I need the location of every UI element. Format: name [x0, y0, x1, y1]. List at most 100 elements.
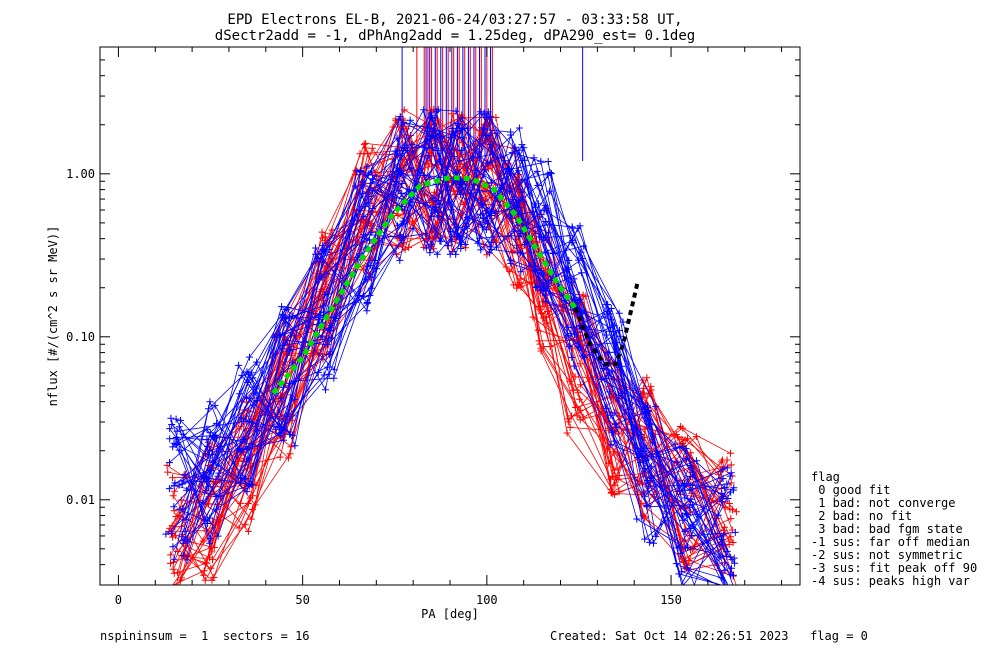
data-point — [203, 474, 211, 482]
data-point — [278, 303, 286, 311]
data-point — [487, 245, 495, 253]
legend-item: 0 good fit — [811, 483, 890, 497]
data-point — [607, 475, 615, 483]
data-point — [330, 374, 338, 382]
data-point — [517, 275, 525, 283]
data-point — [611, 409, 619, 417]
data-point — [615, 309, 623, 317]
data-point — [287, 332, 295, 340]
legend-item: -2 sus: not symmetric — [811, 548, 963, 562]
data-point — [286, 346, 294, 354]
data-point — [363, 163, 371, 171]
data-point — [169, 492, 177, 500]
data-point — [248, 505, 256, 513]
data-point — [643, 503, 651, 511]
data-point — [427, 114, 435, 122]
data-point — [727, 488, 735, 496]
data-point — [727, 461, 735, 469]
data-point — [276, 453, 284, 461]
data-point — [366, 179, 374, 187]
data-point — [168, 529, 176, 537]
data-point — [448, 110, 456, 118]
data-point — [515, 210, 523, 218]
data-point — [487, 113, 495, 121]
data-point — [610, 437, 618, 445]
data-point — [566, 423, 574, 431]
data-point — [574, 256, 582, 264]
legend-item: 3 bad: bad fgm state — [811, 522, 963, 536]
data-point — [518, 176, 526, 184]
data-point — [398, 190, 406, 198]
legend-item: -1 sus: far off median — [811, 535, 970, 549]
data-point — [576, 360, 584, 368]
data-point — [326, 327, 334, 334]
data-point — [643, 374, 651, 382]
data-point — [252, 481, 260, 489]
data-point — [462, 223, 470, 231]
data-point — [406, 116, 414, 124]
data-point — [325, 245, 333, 253]
data-point — [180, 471, 188, 479]
data-point — [204, 451, 212, 459]
data-point — [480, 109, 488, 117]
data-point — [641, 535, 649, 543]
data-point — [647, 463, 655, 471]
data-point — [291, 442, 299, 450]
data-point — [167, 551, 175, 559]
data-point — [568, 353, 576, 361]
data-point — [480, 215, 488, 223]
fit-layer — [271, 174, 640, 395]
data-point — [238, 371, 246, 379]
data-point — [730, 484, 738, 492]
data-point — [544, 280, 552, 288]
data-point — [170, 569, 178, 577]
data-point — [237, 499, 245, 507]
data-point — [519, 193, 527, 201]
data-point — [328, 334, 335, 342]
data-point — [420, 106, 428, 114]
data-point — [652, 532, 660, 540]
data-point — [723, 553, 731, 560]
data-point — [457, 239, 465, 247]
data-point — [687, 472, 694, 480]
data-point — [537, 211, 545, 219]
data-point — [178, 480, 186, 488]
data-point — [576, 296, 584, 304]
data-point — [715, 554, 723, 562]
data-point — [206, 539, 214, 547]
data-point — [727, 449, 734, 457]
data-point — [367, 261, 375, 269]
data-point — [511, 227, 518, 235]
data-point — [174, 548, 182, 555]
data-point — [204, 483, 212, 491]
data-point — [681, 436, 689, 444]
data-point — [396, 113, 404, 121]
data-point — [677, 550, 685, 557]
data-point — [513, 284, 521, 292]
data-point — [639, 376, 647, 384]
data-point — [438, 133, 446, 141]
chart-subtitle: dSectr2add = -1, dPhAng2add = 1.25deg, d… — [215, 28, 695, 44]
data-point — [179, 552, 187, 560]
data-point — [686, 486, 694, 494]
data-point — [213, 434, 221, 442]
data-point — [408, 140, 416, 148]
data-point — [727, 469, 735, 477]
data-point — [286, 450, 294, 458]
data-point — [368, 144, 376, 152]
data-point — [424, 152, 432, 160]
data-point — [324, 363, 332, 371]
data-point — [487, 158, 495, 166]
data-point — [396, 256, 404, 264]
data-point — [400, 155, 408, 163]
data-point — [729, 571, 737, 579]
data-point — [454, 169, 462, 177]
data-point — [369, 205, 377, 212]
data-point — [577, 381, 585, 389]
data-point — [732, 508, 740, 516]
data-point — [455, 223, 463, 231]
data-point — [330, 366, 338, 374]
data-point — [407, 164, 415, 172]
data-point — [279, 436, 287, 444]
